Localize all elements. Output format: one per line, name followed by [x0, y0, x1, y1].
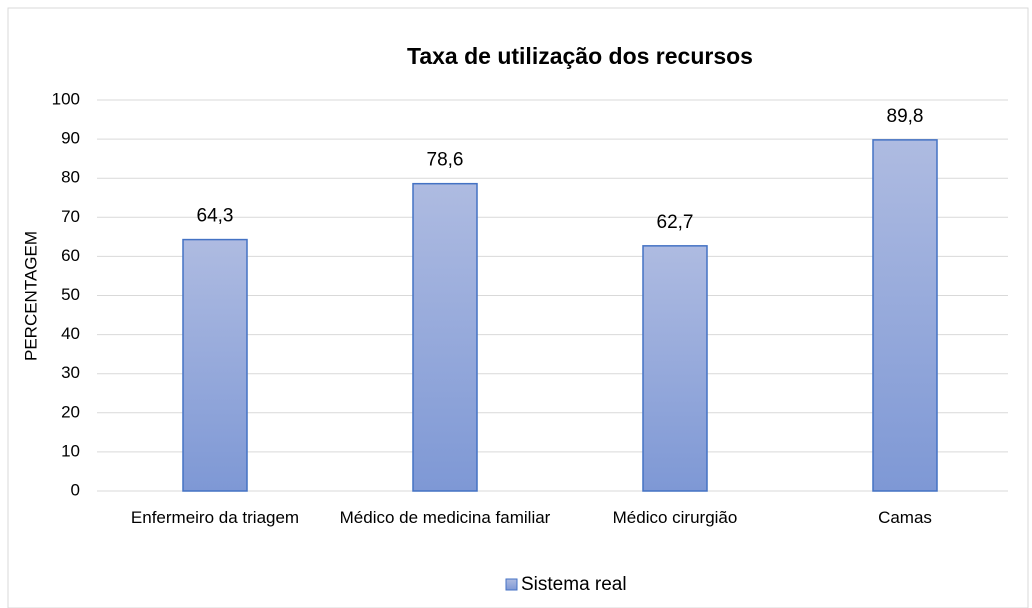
x-tick-label: Médico de medicina familiar	[339, 508, 551, 527]
y-tick-label: 20	[61, 402, 80, 421]
legend-swatch	[505, 578, 518, 591]
y-axis-label: PERCENTAGEM	[21, 231, 40, 361]
x-tick-label: Enfermeiro da triagem	[130, 508, 300, 527]
y-tick-label: 40	[61, 324, 80, 343]
data-label: 62,7	[657, 212, 694, 233]
y-tick-label: 0	[71, 480, 80, 499]
bar	[412, 182, 478, 492]
y-tick-label: 100	[52, 89, 80, 108]
bar	[872, 139, 938, 492]
bar	[642, 245, 708, 492]
y-tick-label: 10	[61, 441, 80, 460]
y-tick-label: 70	[61, 207, 80, 226]
x-tick-label: Médico cirurgião	[612, 508, 738, 527]
bar	[182, 238, 248, 492]
y-tick-label: 30	[61, 363, 80, 382]
chart-title: Taxa de utilização dos recursos	[407, 43, 753, 69]
data-label: 89,8	[887, 106, 924, 127]
y-tick-label: 50	[61, 285, 80, 304]
legend-label: Sistema real	[521, 574, 627, 595]
data-label: 64,3	[197, 206, 234, 227]
x-tick-label: Camas	[878, 508, 932, 527]
y-tick-label: 90	[61, 129, 80, 148]
y-tick-label: 80	[61, 168, 80, 187]
chart-border	[7, 7, 1029, 608]
data-label: 78,6	[427, 150, 464, 171]
y-tick-label: 60	[61, 246, 80, 265]
